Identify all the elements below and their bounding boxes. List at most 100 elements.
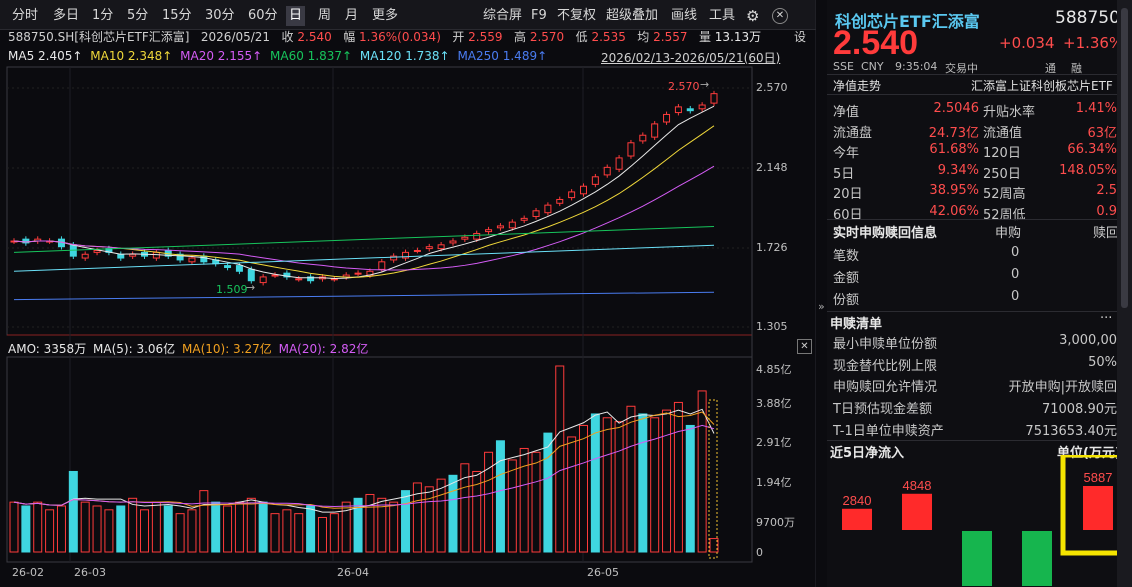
- stat-value: 0.9: [1096, 203, 1117, 219]
- volume-bar: [543, 432, 553, 553]
- volume-bar: [531, 451, 541, 553]
- price-change-pct: +1.36%: [1063, 34, 1124, 52]
- period-tab[interactable]: 1分: [92, 8, 114, 23]
- low-value: 2.535: [591, 30, 626, 44]
- fund-code: 588750: [1055, 8, 1120, 28]
- close-icon[interactable]: ✕: [772, 8, 788, 24]
- stat-value: 2.5: [1096, 183, 1117, 198]
- gear-icon[interactable]: ⚙: [746, 7, 760, 25]
- volume-bar: [306, 505, 316, 553]
- volume-bar: [412, 482, 422, 553]
- netflow-chart: 2840 4848 5887: [842, 455, 1117, 586]
- vol-tick: 3.88亿: [756, 397, 792, 410]
- stat-label: 流通值: [983, 125, 1023, 141]
- amp-value: 1.36%(0.034): [359, 30, 441, 44]
- stat-value: 38.95%: [929, 183, 979, 198]
- period-tab[interactable]: 月: [345, 8, 359, 23]
- high-label: 高: [513, 30, 526, 44]
- toolbar-btn[interactable]: F9: [531, 8, 547, 23]
- close-label: 收: [281, 30, 294, 44]
- vol-tick: 0: [756, 546, 763, 559]
- candle: [508, 221, 516, 229]
- period-tab[interactable]: 60分: [248, 8, 278, 23]
- volume-bar: [377, 497, 387, 553]
- amp-label: 幅: [343, 30, 356, 44]
- volume-bar: [353, 497, 363, 553]
- netflow-label: 4848: [903, 478, 932, 493]
- settings-button[interactable]: 设: [794, 30, 807, 44]
- more-icon[interactable]: ···: [1100, 311, 1113, 326]
- volume-bar: [294, 513, 304, 553]
- volume-bar: [519, 447, 529, 553]
- candle: [485, 229, 493, 233]
- ma-legend: MA5 2.405↑ MA10 2.348↑ MA20 2.155↑ MA60 …: [8, 49, 551, 63]
- volume-bar: [128, 497, 138, 553]
- candle: [259, 276, 267, 284]
- volume-bar: [246, 497, 256, 553]
- toolbar-btn[interactable]: 综合屏: [483, 8, 523, 23]
- candle: [461, 236, 469, 240]
- candle: [235, 265, 243, 272]
- candle: [176, 253, 184, 261]
- candle: [603, 166, 611, 176]
- period-tab[interactable]: 周: [318, 8, 332, 23]
- quote-info-line: 588750.SH[科创芯片ETF汇添富] 2026/05/21 收 2.540…: [8, 28, 761, 44]
- volume-bar: [341, 501, 351, 553]
- panel-scrollbar[interactable]: [1117, 0, 1132, 587]
- ma120-label: MA120 1.738↑: [359, 49, 450, 63]
- expand-panel-icon[interactable]: »: [818, 300, 825, 313]
- date-range[interactable]: 2026/02/13-2026/05/21(60日): [601, 51, 781, 65]
- volume-bar: [484, 451, 494, 553]
- period-tab[interactable]: 15分: [162, 8, 192, 23]
- ma250-label: MA250 1.489↑: [457, 49, 548, 63]
- list-label: T日预估现金差额: [833, 402, 932, 418]
- candle: [413, 249, 421, 252]
- quote-date: 2026/05/21: [200, 30, 271, 44]
- period-tab[interactable]: 分时: [12, 8, 39, 23]
- nav-title[interactable]: 净值走势: [833, 79, 882, 93]
- avg-label: 均: [637, 30, 650, 44]
- netflow-bar: [1083, 486, 1113, 530]
- volume-bar: [317, 516, 327, 553]
- period-tab[interactable]: 30分: [205, 8, 235, 23]
- toolbar-btn[interactable]: 画线: [671, 8, 698, 23]
- stat-value: 63亿: [1087, 125, 1117, 141]
- period-tab-active[interactable]: 日: [286, 6, 306, 26]
- stat-label: 60日: [833, 207, 863, 223]
- candle: [544, 204, 552, 214]
- volume-bar: [140, 509, 150, 553]
- realtime-label: 笔数: [833, 249, 860, 264]
- candle: [568, 191, 576, 199]
- candle: [425, 246, 433, 250]
- volume-bar: [448, 474, 458, 553]
- vol-tick: 9700万: [756, 516, 795, 529]
- close-subchart-icon[interactable]: ✕: [797, 339, 812, 354]
- period-tab[interactable]: 多日: [53, 8, 80, 23]
- volume-bar: [234, 501, 244, 553]
- volume-bar: [45, 509, 55, 553]
- toolbar-btn[interactable]: 工具: [709, 8, 736, 23]
- low-arrow-icon: →: [246, 281, 256, 294]
- netflow-bar: [1022, 531, 1052, 586]
- close-value: 2.540: [297, 30, 332, 44]
- stat-value: 148.05%: [1059, 162, 1117, 178]
- realtime-value: 0: [1011, 289, 1020, 304]
- candle: [710, 93, 718, 104]
- candle: [686, 108, 694, 112]
- high-value: 2.570: [529, 30, 565, 44]
- toolbar-btn[interactable]: 不复权: [557, 8, 597, 23]
- stat-value: 1.41%: [1075, 101, 1117, 116]
- period-tab[interactable]: 更多: [372, 8, 399, 23]
- volume-bar: [258, 501, 268, 553]
- list-value: 71008.90元: [1041, 402, 1117, 418]
- candle: [295, 278, 303, 281]
- stat-label: 净值: [833, 105, 860, 120]
- period-tab[interactable]: 5分: [127, 8, 149, 23]
- low-label: 低: [575, 30, 588, 44]
- stat-value: 24.73亿: [928, 125, 979, 141]
- toolbar-btn[interactable]: 超级叠加: [606, 8, 659, 23]
- candle: [81, 253, 89, 259]
- netflow-label: 2840: [843, 493, 872, 508]
- candle: [639, 134, 647, 142]
- volume-bar: [507, 459, 517, 553]
